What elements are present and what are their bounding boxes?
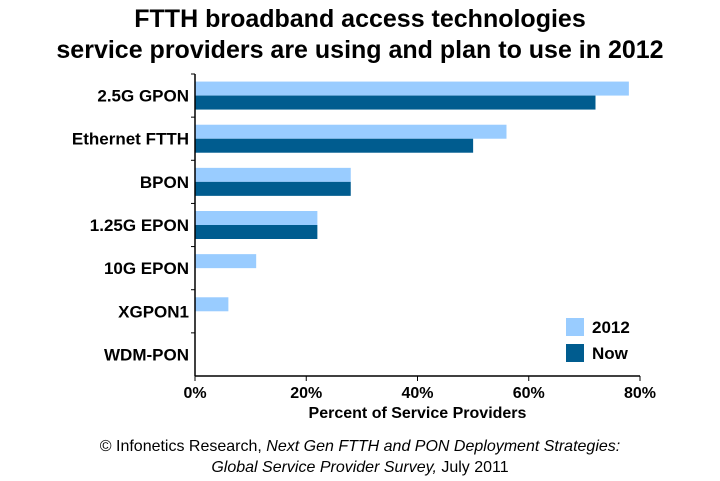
bar-xgpon1-2012 [195,297,229,312]
category-label-1-25g-epon: 1.25G EPON [90,216,189,235]
x-tick-label: 0% [183,385,206,402]
footer-survey-title: Global Service Provider Survey, [211,459,437,476]
bar-2-5g-gpon-2012 [195,81,629,96]
x-axis-label: Percent of Service Providers [309,405,527,422]
category-label-ethernet-ftth: Ethernet FTTH [72,130,189,149]
title-line-2: service providers are using and plan to … [56,36,664,64]
footer-line-2: Global Service Provider Survey, July 201… [0,457,720,478]
bar-ethernet-ftth-now [195,138,474,153]
source-footer: © Infonetics Research, Next Gen FTTH and… [0,436,720,478]
footer-report-title: Next Gen FTTH and PON Deployment Strateg… [266,438,621,455]
bar-10g-epon-2012 [195,254,257,269]
footer-prefix: © Infonetics Research, [99,438,267,455]
legend-label-2012: 2012 [592,318,630,337]
category-label-10g-epon: 10G EPON [104,259,189,278]
category-label-2-5g-gpon: 2.5G GPON [97,87,189,106]
title-line-1: FTTH broadband access technologies [134,5,586,33]
bar-bpon-now [195,181,351,196]
bar-bpon-2012 [195,167,351,182]
bar-1-25g-epon-2012 [195,211,318,225]
x-tick-label: 20% [290,385,322,402]
legend-swatch-2012 [566,318,584,336]
bar-1-25g-epon-now [195,225,318,239]
legend-label-now: Now [592,344,629,363]
category-label-bpon: BPON [140,173,189,192]
legend-swatch-now [566,344,584,362]
category-label-wdm-pon: WDM-PON [104,345,189,364]
x-tick-label: 60% [513,385,545,402]
chart-title: FTTH broadband access technologies servi… [0,4,720,66]
x-tick-label: 40% [401,385,433,402]
footer-date: July 2011 [436,459,509,476]
bar-ethernet-ftth-2012 [195,124,507,139]
bar-2-5g-gpon-now [195,95,596,110]
category-label-xgpon1: XGPON1 [118,302,189,321]
x-tick-label: 80% [624,385,656,402]
footer-line-1: © Infonetics Research, Next Gen FTTH and… [0,436,720,457]
